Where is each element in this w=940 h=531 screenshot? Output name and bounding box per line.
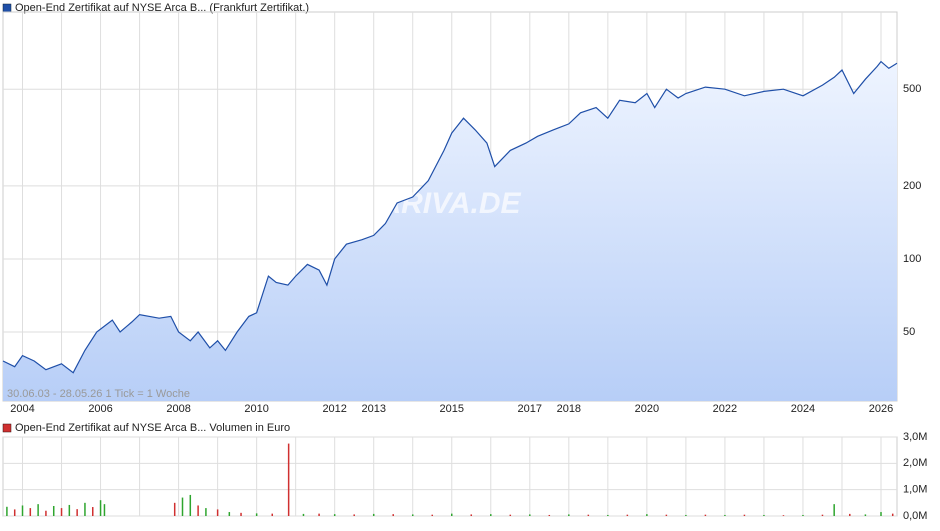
area-fill [3, 61, 897, 401]
volume-bar [821, 514, 824, 516]
volume-bar [76, 509, 78, 516]
legend-swatch [2, 423, 12, 433]
volume-bar [240, 512, 242, 516]
volume-bar [490, 514, 492, 516]
volume-bar [181, 497, 184, 516]
volume-bar [782, 515, 785, 516]
y-tick-label: 2,0M [903, 457, 927, 469]
volume-bar [587, 514, 590, 516]
legend-label: Open-End Zertifikat auf NYSE Arca B... V… [15, 422, 290, 434]
y-tick-label: 1,0M [903, 484, 927, 496]
y-tick-label: 100 [903, 253, 921, 265]
volume-bar [271, 513, 274, 516]
y-tick-label: 200 [903, 180, 921, 192]
volume-bar [302, 513, 305, 516]
volume-bar [743, 514, 746, 516]
volume-bar [509, 514, 512, 516]
x-tick-label: 2015 [440, 403, 464, 415]
volume-bar [60, 508, 63, 516]
volume-bar [833, 504, 835, 516]
volume-bar [353, 514, 355, 516]
volume-bar [529, 514, 531, 516]
volume-bar [724, 514, 726, 516]
volume-bar [849, 513, 851, 516]
y-tick-label: 0,0M [903, 510, 927, 522]
x-tick-label: 2024 [791, 403, 815, 415]
volume-bar [228, 512, 231, 516]
x-tick-label: 2020 [635, 403, 659, 415]
volume-bar [333, 514, 336, 516]
volume-bar [68, 504, 71, 516]
legend-swatch [2, 3, 12, 13]
volume-bar [45, 510, 47, 516]
volume-bar [37, 504, 39, 516]
volume-bar [287, 443, 290, 516]
x-tick-label: 2008 [166, 403, 190, 415]
volume-bar [470, 514, 473, 516]
volume-bar [626, 514, 629, 516]
volume-bar [665, 514, 668, 516]
volume-bar [704, 514, 707, 516]
volume-bar [255, 513, 258, 516]
x-tick-label: 2010 [244, 403, 268, 415]
volume-bar [173, 502, 176, 516]
volume-bar [607, 514, 609, 516]
watermark: ARIVA.DE [378, 187, 521, 220]
volume-bar [431, 514, 433, 516]
price-line [2, 60, 898, 374]
volume-bar [864, 514, 867, 516]
volume-bar [6, 506, 8, 516]
x-tick-label: 2004 [10, 403, 34, 415]
x-tick-label: 2018 [557, 403, 581, 415]
volume-bar [451, 513, 453, 516]
x-tick-label: 2006 [88, 403, 112, 415]
volume-bar [216, 509, 219, 516]
y-tick-label: 3,0M [903, 431, 927, 443]
x-tick-label: 2026 [869, 403, 893, 415]
volume-bar [802, 514, 804, 516]
y-tick-label: 500 [903, 83, 921, 95]
volume-bar [568, 514, 570, 516]
volume-bar [99, 500, 102, 516]
annotation: 30.06.03 - 28.05.26 1 Tick = 1 Woche [7, 388, 190, 400]
volume-bar [21, 505, 24, 516]
volume-bar [548, 514, 551, 516]
legend-label: Open-End Zertifikat auf NYSE Arca B... (… [15, 2, 309, 14]
y-tick-label: 50 [903, 326, 915, 338]
volume-bar [763, 514, 765, 516]
volume-bar [891, 513, 894, 516]
volume-bar [189, 494, 192, 516]
volume-bar [880, 512, 882, 516]
volume-bar [197, 505, 199, 516]
volume-bar [318, 513, 320, 516]
volume-bar [685, 514, 687, 516]
x-tick-label: 2022 [713, 403, 737, 415]
volume-bar [52, 505, 55, 516]
volume-bar [205, 508, 207, 516]
volume-bar [92, 507, 94, 516]
volume-bar [103, 504, 106, 516]
volume-bar [84, 502, 86, 516]
x-tick-label: 2017 [518, 403, 542, 415]
x-tick-label: 2013 [361, 403, 385, 415]
volume-bar [29, 508, 32, 516]
volume-bar [411, 514, 414, 516]
volume-bar [13, 509, 16, 516]
plot-frame [2, 436, 898, 517]
volume-bar [646, 514, 648, 516]
x-tick-label: 2012 [322, 403, 346, 415]
volume-bar [372, 513, 375, 516]
volume-bar [392, 514, 394, 516]
